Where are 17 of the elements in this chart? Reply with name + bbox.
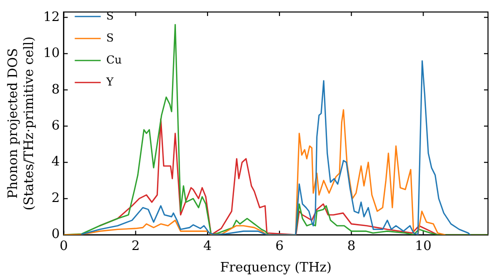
x-tick-label: 10	[415, 238, 432, 254]
x-tick-label: 6	[275, 238, 284, 254]
y-tick-label: 6	[51, 118, 60, 134]
y-tick-label: 4	[51, 154, 60, 170]
x-tick-label: 2	[132, 238, 140, 254]
x-tick-label: 4	[203, 238, 212, 254]
y-axis-title: Phonon projected DOS (States/THz·primitive cell)	[6, 36, 37, 210]
legend-label: S	[106, 31, 114, 44]
y-tick-label: 10	[43, 46, 60, 62]
y-tick-label: 0	[51, 227, 60, 242]
legend-label: Cu	[106, 53, 122, 66]
x-axis-title: Frequency (THz)	[220, 260, 332, 276]
legend-label: Y	[105, 75, 114, 88]
x-tick-label: 8	[347, 238, 356, 254]
y-tick-label: 2	[51, 190, 60, 206]
y-tick-label: 8	[51, 82, 60, 98]
y-tick-label: 12	[43, 10, 60, 25]
